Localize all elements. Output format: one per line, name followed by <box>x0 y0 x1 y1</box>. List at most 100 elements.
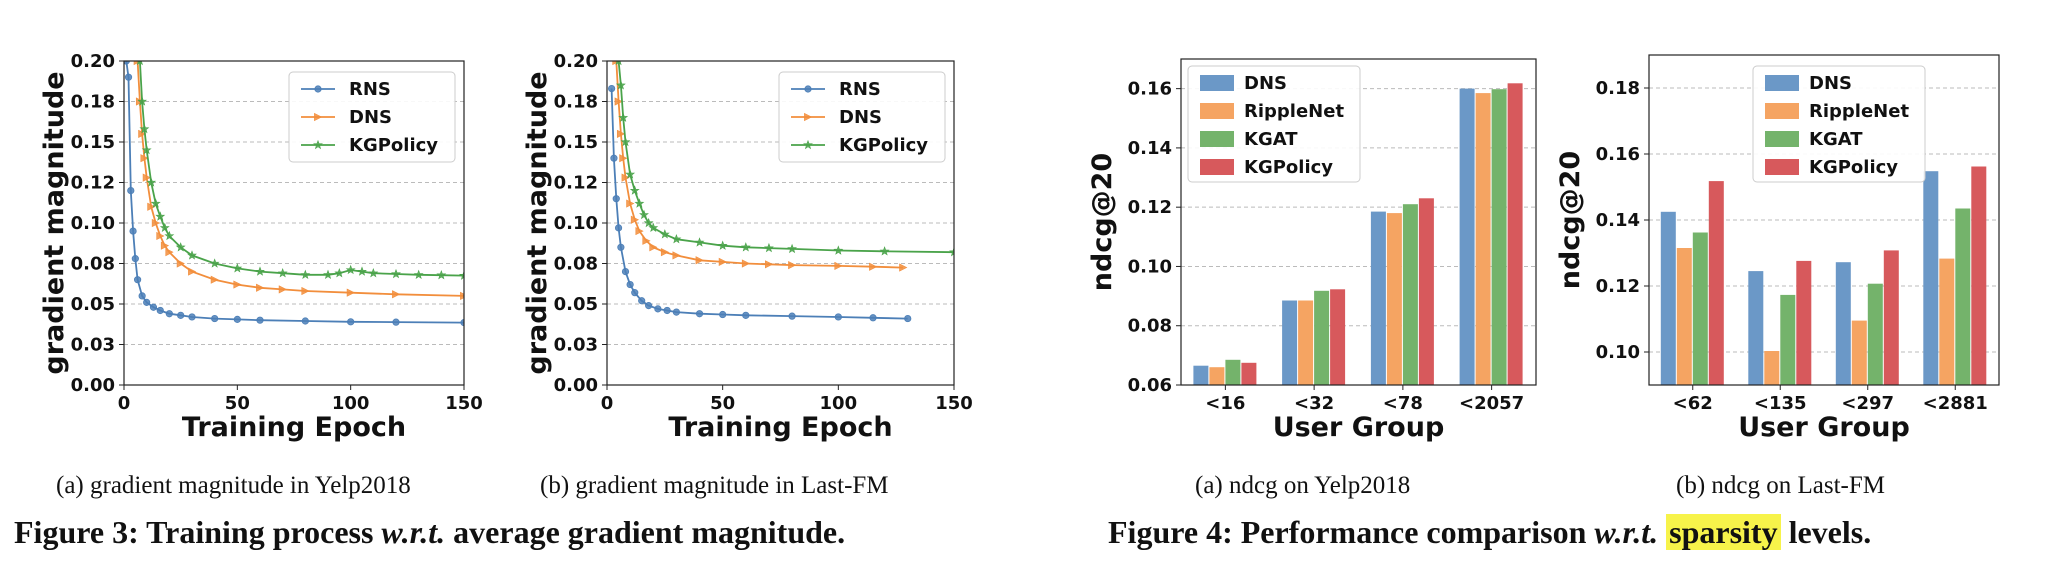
data-point-kgpolicy <box>300 269 311 280</box>
plot-area <box>608 61 954 323</box>
data-point-kgpolicy <box>694 237 705 247</box>
bar-dns <box>1370 211 1386 385</box>
data-point-dns <box>635 227 644 236</box>
legend-swatch-dns <box>1765 75 1799 91</box>
y-axis-label: gradient magnitude <box>522 71 553 374</box>
legend-label-rns: RNS <box>839 79 881 100</box>
data-point-kgpolicy <box>671 234 682 244</box>
x-tick-label: <135 <box>1754 393 1807 414</box>
data-point-dns <box>278 285 287 294</box>
data-point-rns <box>869 314 877 322</box>
data-point-rns <box>256 316 264 324</box>
data-point-kgpolicy <box>629 185 640 195</box>
data-point-kgpolicy <box>345 264 356 275</box>
legend: RNS DNS KGPolicy <box>288 71 456 163</box>
bar-ripplenet <box>1939 258 1955 385</box>
legend-marker-dns <box>314 112 323 122</box>
data-point-rns <box>645 302 653 310</box>
data-point-rns <box>127 187 135 195</box>
y-tick-label: 0.20 <box>71 51 115 72</box>
data-point-dns <box>346 288 355 297</box>
bar-kgat <box>1491 89 1507 385</box>
data-point-rns <box>233 315 241 323</box>
legend-label-kgpolicy: KGPolicy <box>839 135 928 156</box>
data-point-rns <box>663 306 671 315</box>
legend-label-kgpolicy: KGPolicy <box>1244 157 1333 178</box>
x-tick-label: 150 <box>445 393 483 414</box>
legend-label-ripplenet: RippleNet <box>1244 101 1344 122</box>
chart-ndcg-yelp2018: 0.06 0.08 0.10 0.12 0.14 0.16 <16 <32 <78 <2057 Us… <box>1087 58 1537 443</box>
y-tick-label: 0.18 <box>554 92 598 113</box>
data-point-kgpolicy <box>323 269 333 280</box>
data-point-kgpolicy <box>187 250 197 260</box>
legend-swatch-kgpolicy <box>1200 159 1234 175</box>
y-tick-label: 0.12 <box>1596 276 1640 297</box>
fig4-caption-space <box>1658 514 1666 550</box>
data-point-dns <box>642 236 651 245</box>
legend-marker-rns <box>314 85 322 93</box>
data-point-rns <box>129 227 137 235</box>
data-point-rns <box>612 195 620 203</box>
y-tick-label: 0.05 <box>554 294 598 315</box>
data-point-dns <box>160 241 170 250</box>
y-tick-label: 0.05 <box>71 294 115 315</box>
data-point-dns <box>869 262 878 271</box>
x-axis-label: User Group <box>1738 412 1910 443</box>
axes-frame <box>123 60 465 386</box>
data-point-dns <box>834 261 843 271</box>
data-point-kgpolicy <box>146 177 157 187</box>
data-point-kgpolicy <box>615 61 622 66</box>
figure-3-caption: Figure 3: Training process w.r.t. averag… <box>14 514 845 551</box>
y-tick-label: 0.12 <box>1128 197 1172 218</box>
bar-kgat <box>1314 290 1330 385</box>
y-tick-label: 0.15 <box>554 132 598 153</box>
y-tick-label: 0.12 <box>71 173 115 194</box>
legend-label-kgat: KGAT <box>1809 129 1863 150</box>
data-point-rns <box>638 297 646 305</box>
y-tick-label: 0.06 <box>1128 375 1172 396</box>
bar-ripplenet <box>1475 93 1491 385</box>
legend-box <box>1187 65 1361 183</box>
x-tick-label: <16 <box>1205 393 1245 414</box>
bar-kgpolicy <box>1418 198 1434 385</box>
x-tick-label: 150 <box>935 393 973 414</box>
data-point-rns <box>149 303 158 311</box>
data-point-kgpolicy <box>459 270 464 280</box>
data-point-kgpolicy <box>255 266 265 276</box>
y-axis-label: ndcg@20 <box>1087 153 1118 291</box>
axes-frame <box>1180 58 1537 386</box>
data-point-kgpolicy <box>659 229 670 239</box>
data-point-kgpolicy <box>150 198 161 208</box>
data-point-kgpolicy <box>639 209 649 220</box>
data-point-rns <box>610 154 618 162</box>
legend-label-dns: DNS <box>349 107 392 128</box>
data-point-kgpolicy <box>277 268 288 278</box>
fig4-caption-italic: w.r.t. <box>1594 514 1659 550</box>
x-tick-label: <78 <box>1383 393 1423 414</box>
data-point-rns <box>177 311 185 319</box>
data-point-kgpolicy <box>209 258 220 268</box>
legend-marker-dns <box>804 112 813 122</box>
data-point-rns <box>165 310 173 318</box>
y-axis-label: ndcg@20 <box>1555 151 1586 289</box>
data-point-kgpolicy <box>164 230 175 241</box>
y-tick-label: 0.00 <box>71 375 115 396</box>
legend-label-dns: DNS <box>1809 73 1852 94</box>
bar-dns <box>1282 300 1298 385</box>
data-point-rns <box>834 313 842 321</box>
data-point-kgpolicy <box>413 269 424 280</box>
data-point-kgpolicy <box>232 263 243 273</box>
data-point-dns <box>899 263 908 272</box>
data-point-kgpolicy <box>618 112 629 122</box>
fig4-caption-suffix: levels. <box>1780 514 1872 550</box>
data-point-dns <box>301 286 310 296</box>
data-point-kgpolicy <box>357 266 367 276</box>
plot-area <box>124 61 464 327</box>
fig4-caption-prefix: Figure 4: Performance comparison <box>1108 514 1595 550</box>
data-point-rns <box>143 298 151 306</box>
data-point-kgpolicy <box>159 222 170 233</box>
data-point-kgpolicy <box>740 242 751 252</box>
x-tick-label: 0 <box>601 393 614 414</box>
bar-dns <box>1193 365 1209 385</box>
data-point-kgpolicy <box>643 217 654 228</box>
